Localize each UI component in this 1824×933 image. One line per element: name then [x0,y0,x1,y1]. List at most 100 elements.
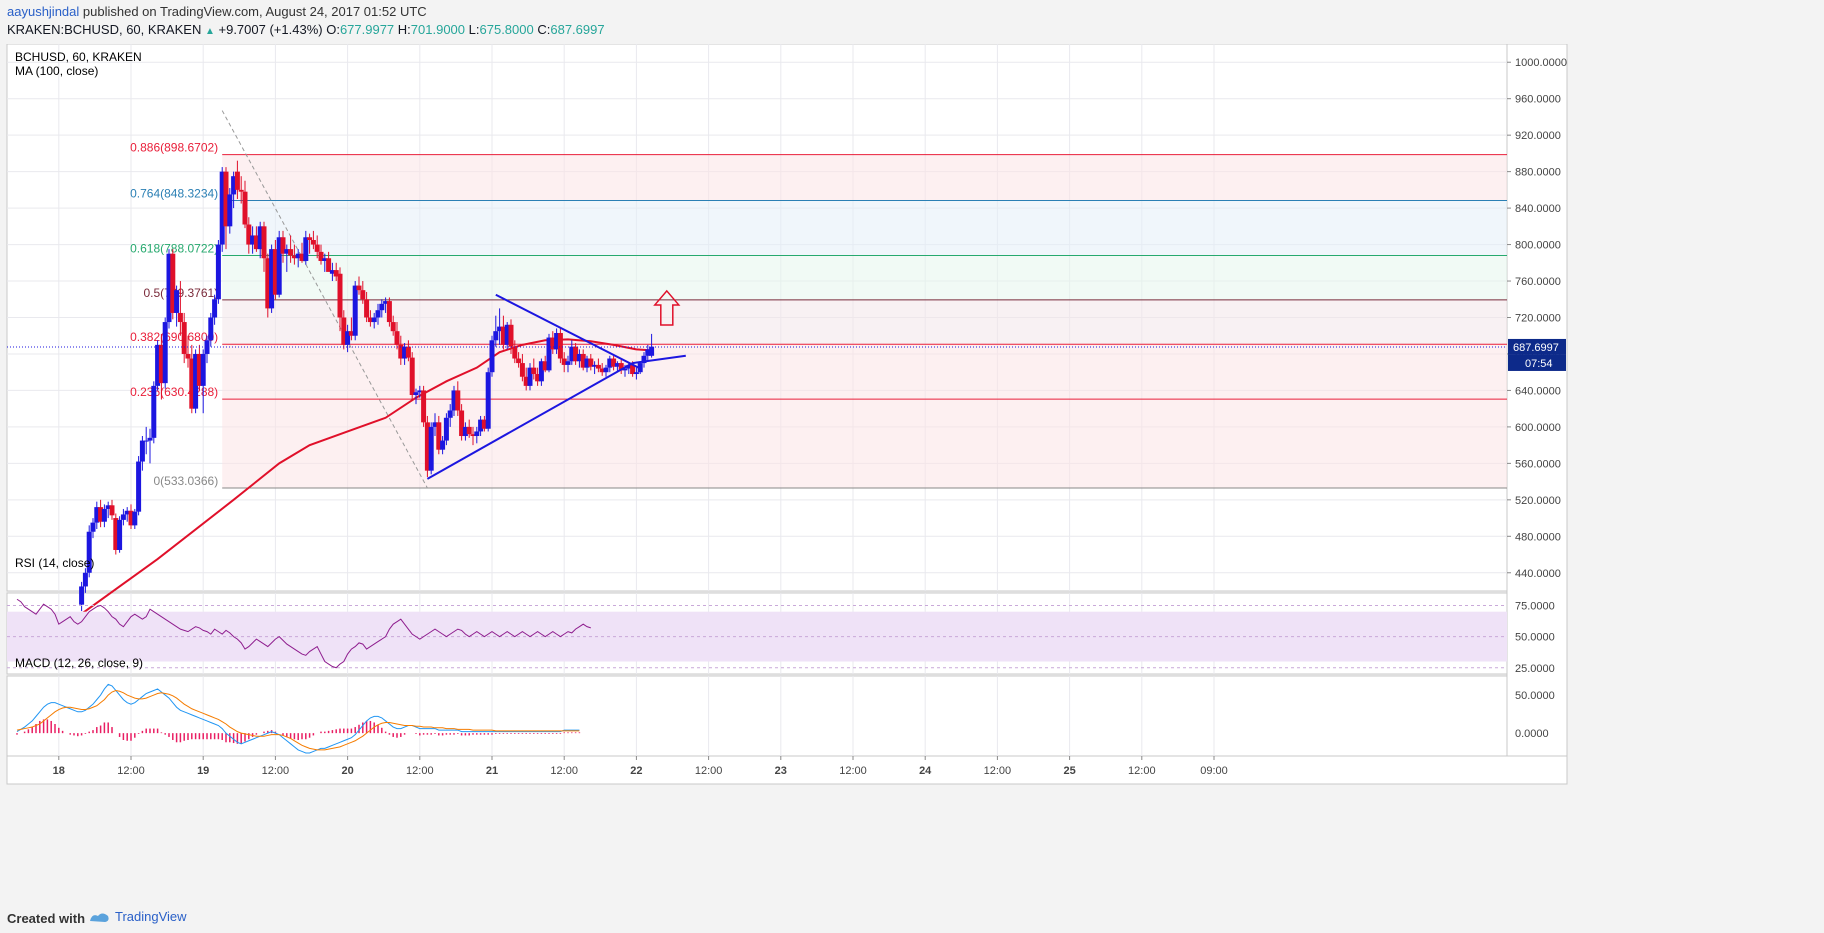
candle [196,344,202,391]
candle-body [611,358,617,367]
candle [481,415,487,432]
candle [356,276,362,295]
y-tick-label: 440.0000 [1515,568,1561,580]
chart-canvas[interactable]: 0.886(898.6702) 0.764(848.3234) 0.618(788.… [0,44,1824,905]
drawings[interactable] [426,289,686,480]
candle-body [478,419,484,432]
countdown-label: 07:54 [1525,358,1553,370]
candle-body [626,364,632,369]
candle [470,426,476,446]
axes: 1000.0000 960.0000 920.0000 880.0000 840.000… [7,57,1567,777]
candle-body [109,505,115,516]
candle-body [466,426,472,435]
candle-body [193,353,199,409]
candle-body [212,299,218,318]
candle [649,333,655,358]
candle [113,513,119,555]
candle-body [155,344,161,386]
candle [132,508,138,530]
candle-body [82,572,88,587]
candle [474,426,480,444]
candle-body [443,417,449,441]
candle-body [447,410,453,418]
candle-body [436,422,442,450]
candle-body [618,363,624,371]
candle-body [417,390,423,393]
candle-body [170,253,176,313]
fib-level-label: 0.764(848.3234) [130,187,218,201]
rsi-line [16,598,591,669]
candle [174,285,180,327]
candle-body [576,353,582,362]
candle [424,415,430,478]
x-tick-label: 20 [341,765,353,777]
candle [364,291,370,323]
candle [307,233,313,254]
candle-body [523,376,529,386]
candle-body [196,353,202,386]
ma-100-line [16,338,652,636]
candle-body [242,191,248,225]
candle-body [250,235,256,245]
macd-tick-label: 0.0000 [1515,728,1549,740]
candle-body [238,189,244,192]
candle [538,358,544,386]
fibonacci-retracement[interactable]: 0.886(898.6702) 0.764(848.3234) 0.618(788.… [130,110,1508,489]
candle [299,242,305,263]
candle-body [440,440,446,450]
candle [166,249,172,329]
candle-body [455,390,461,411]
candle [413,388,419,405]
footer: Created with TradingView [0,905,1824,933]
candle [117,516,123,553]
candle-body [592,364,598,367]
candle [614,361,620,373]
candle-body [284,249,290,254]
candle-body [166,253,172,323]
candle-body [219,171,225,245]
candle-body [280,237,286,254]
candle-body [120,514,126,520]
candle [204,335,210,364]
candle [212,294,218,325]
candle-body [322,258,328,261]
candle-body [641,355,647,364]
candle-body [272,249,278,295]
candle [231,171,237,209]
candle-body [379,303,385,311]
candle-body [204,340,210,354]
candle [253,226,259,252]
candle [607,355,613,373]
author-link[interactable]: aayushjindal [7,4,80,19]
candle [280,230,286,263]
candle [124,507,130,522]
candle-body [500,326,506,345]
tradingview-brand[interactable]: TradingView [88,909,187,924]
change-value: +9.7007 (+1.43%) [218,22,323,37]
y-tick-label: 920.0000 [1515,130,1561,142]
candle [554,328,560,354]
candle [360,281,366,304]
candle-body [584,358,590,368]
publish-line: aayushjindal published on TradingView.co… [7,4,427,19]
candle-body [516,358,522,364]
high-label: H: [397,22,411,37]
candle-body [158,344,164,384]
candle [345,324,351,353]
candle-body [246,224,252,245]
candle [508,319,514,354]
candle [288,235,294,263]
candle-body [504,324,510,345]
candle [101,504,107,528]
candle-body [177,312,183,323]
candle [189,344,195,414]
candle [109,499,115,520]
candle [584,355,590,373]
candle [500,315,506,350]
trendline [426,362,634,480]
x-tick-label: 21 [486,765,498,777]
candle [272,240,278,300]
y-tick-label: 600.0000 [1515,422,1561,434]
candle [451,385,457,416]
candle-body [231,176,237,195]
